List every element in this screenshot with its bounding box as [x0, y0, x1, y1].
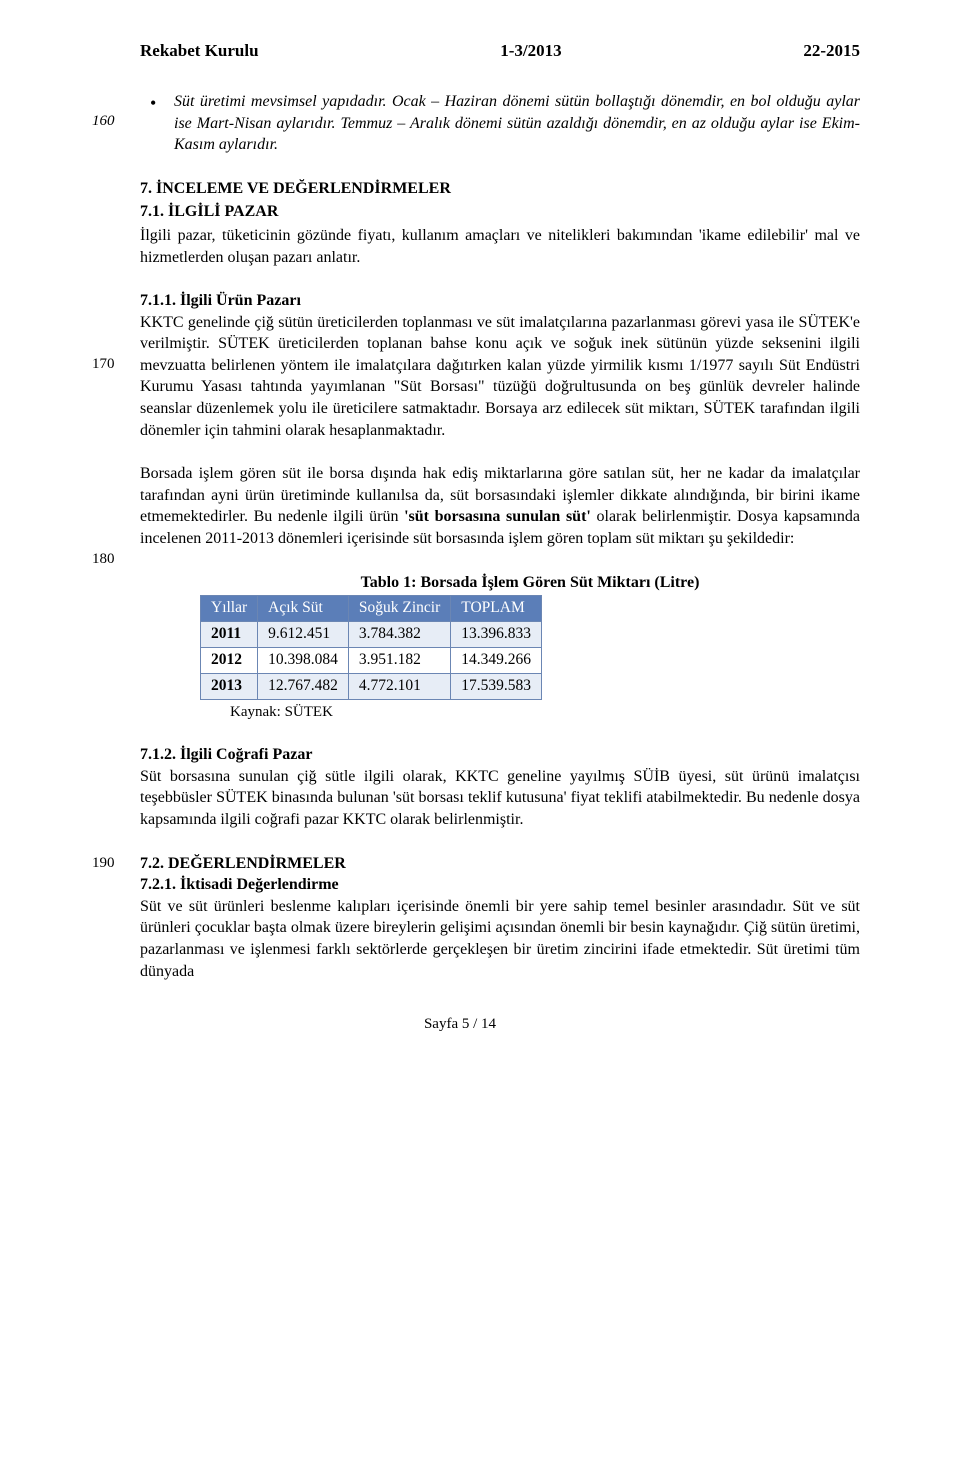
cell: 9.612.451 — [258, 622, 349, 648]
page-content: 160 Süt üretimi mevsimsel yapıdadır. Oca… — [140, 91, 860, 982]
section-7-1-2-heading: 7.1.2. İlgili Coğrafi Pazar — [140, 746, 312, 763]
cell: 14.349.266 — [451, 648, 542, 674]
table-header-row: Yıllar Açık Süt Soğuk Zincir TOPLAM — [201, 596, 542, 622]
cell: 3.951.182 — [348, 648, 450, 674]
page-header: Rekabet Kurulu 1-3/2013 22-2015 — [60, 40, 860, 63]
section-7-1-text: İlgili pazar, tüketicinin gözünde fiyatı… — [140, 225, 860, 268]
section-7-2-1-heading: 7.2.1. İktisadi Değerlendirme — [140, 876, 339, 893]
section-7-1-1-p1: KKTC genelinde çiğ sütün üreticilerden t… — [140, 314, 860, 439]
section-7-2-1-text: Süt ve süt ürünleri beslenme kalıpları i… — [140, 898, 860, 980]
milk-volume-table: Yıllar Açık Süt Soğuk Zincir TOPLAM 2011… — [200, 595, 542, 700]
section-7: 7. İNCELEME VE DEĞERLENDİRMELER 7.1. İLG… — [140, 178, 860, 268]
header-left: Rekabet Kurulu — [140, 40, 259, 63]
section-7-1-1-heading: 7.1.1. İlgili Ürün Pazarı — [140, 292, 301, 309]
line-number: 160 — [92, 111, 115, 131]
section-7-1-2-text: Süt borsasına sunulan çiğ sütle ilgili o… — [140, 768, 860, 828]
table-source: Kaynak: SÜTEK — [230, 702, 860, 722]
th-years: Yıllar — [201, 596, 258, 622]
table-row: 2011 9.612.451 3.784.382 13.396.833 — [201, 622, 542, 648]
cell: 12.767.482 — [258, 673, 349, 699]
line-number: 190 — [92, 853, 115, 873]
section-7-2-heading: 7.2. DEĞERLENDİRMELER — [140, 855, 346, 872]
section-7-1-1-p2: 180 Borsada işlem gören süt ile borsa dı… — [140, 463, 860, 549]
th-open-milk: Açık Süt — [258, 596, 349, 622]
section-7-1-1: 170 7.1.1. İlgili Ürün Pazarı KKTC genel… — [140, 290, 860, 441]
table-row: 2012 10.398.084 3.951.182 14.349.266 — [201, 648, 542, 674]
section-7-1-2: 7.1.2. İlgili Coğrafi Pazar Süt borsasın… — [140, 744, 860, 830]
cell: 13.396.833 — [451, 622, 542, 648]
bullet-text: Süt üretimi mevsimsel yapıdadır. Ocak – … — [174, 93, 860, 153]
table-title: Tablo 1: Borsada İşlem Gören Süt Miktarı… — [200, 572, 860, 594]
cell: 3.784.382 — [348, 622, 450, 648]
cell: 2011 — [201, 622, 258, 648]
section-7-1-heading: 7.1. İLGİLİ PAZAR — [140, 201, 860, 223]
section-7-heading: 7. İNCELEME VE DEĞERLENDİRMELER — [140, 178, 860, 200]
th-cold-chain: Soğuk Zincir — [348, 596, 450, 622]
header-right: 22-2015 — [803, 40, 860, 63]
table-row: 2013 12.767.482 4.772.101 17.539.583 — [201, 673, 542, 699]
th-total: TOPLAM — [451, 596, 542, 622]
line-number: 170 — [92, 354, 115, 374]
header-center: 1-3/2013 — [500, 40, 561, 63]
table-block: Tablo 1: Borsada İşlem Gören Süt Miktarı… — [140, 572, 860, 723]
cell: 17.539.583 — [451, 673, 542, 699]
cell: 10.398.084 — [258, 648, 349, 674]
section-7-2: 190 7.2. DEĞERLENDİRMELER 7.2.1. İktisad… — [140, 853, 860, 983]
cell: 4.772.101 — [348, 673, 450, 699]
cell: 2012 — [201, 648, 258, 674]
cell: 2013 — [201, 673, 258, 699]
line-number: 180 — [92, 549, 115, 569]
bullet-item: 160 Süt üretimi mevsimsel yapıdadır. Oca… — [140, 91, 860, 156]
page-footer: Sayfa 5 / 14 — [60, 1014, 860, 1034]
page-number: Sayfa 5 / 14 — [424, 1016, 496, 1032]
p2-bold: 'süt borsasına sunulan süt' — [404, 508, 591, 525]
